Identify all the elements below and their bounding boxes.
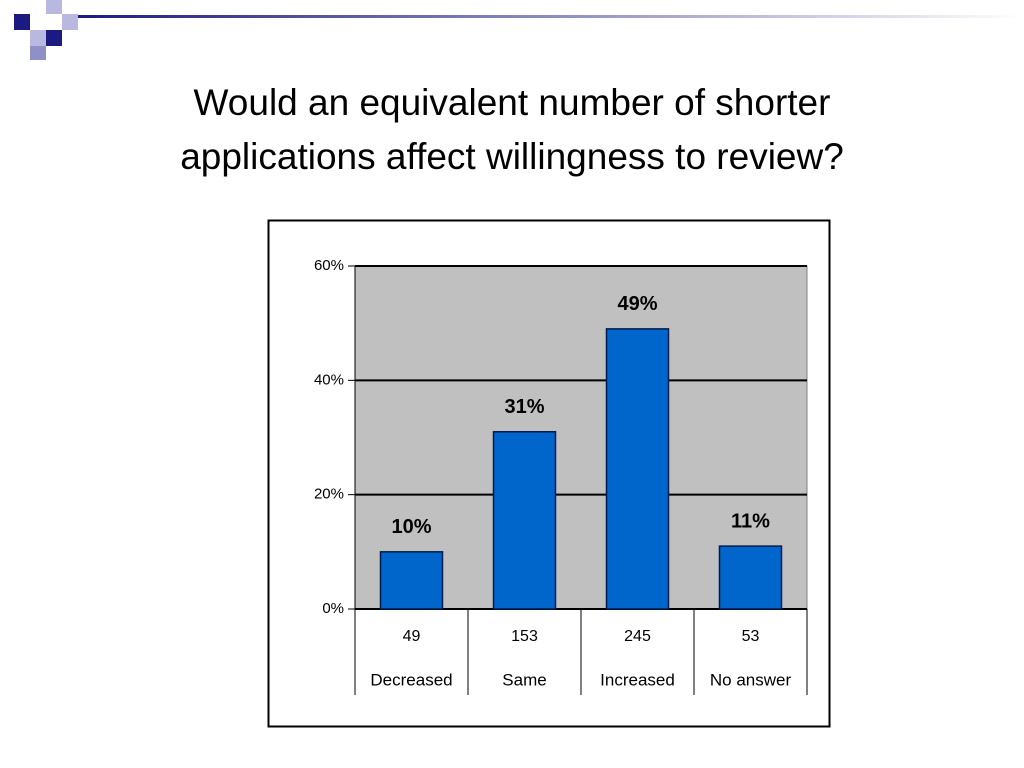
deco-square [30, 30, 46, 46]
bar [718, 545, 783, 610]
value-label: 10% [391, 516, 431, 538]
deco-square [14, 14, 30, 30]
header-line [75, 15, 1024, 18]
x-tick-label: No answer [710, 670, 792, 689]
bar [379, 551, 444, 610]
y-tick-label: 0% [322, 600, 344, 617]
x-tick-label: Same [502, 670, 546, 689]
y-tick-label: 20% [314, 486, 344, 503]
slide-title: Would an equivalent number of shorter ap… [180, 82, 844, 177]
deco-square [30, 46, 46, 60]
bar [492, 431, 557, 610]
count-label: 245 [624, 628, 651, 645]
x-tick-label: Increased [600, 670, 675, 689]
y-tick-label: 40% [314, 371, 344, 388]
deco-square [62, 14, 78, 30]
value-label: 49% [617, 293, 657, 315]
count-label: 49 [403, 628, 421, 645]
value-label: 11% [731, 510, 770, 532]
bar [605, 328, 670, 610]
y-tick-label: 60% [314, 257, 344, 274]
count-label: 153 [511, 628, 538, 645]
deco-square [46, 0, 62, 14]
value-label: 31% [504, 396, 544, 418]
count-label: 53 [742, 628, 760, 645]
deco-square [46, 30, 62, 46]
x-tick-label: Decreased [370, 670, 452, 689]
